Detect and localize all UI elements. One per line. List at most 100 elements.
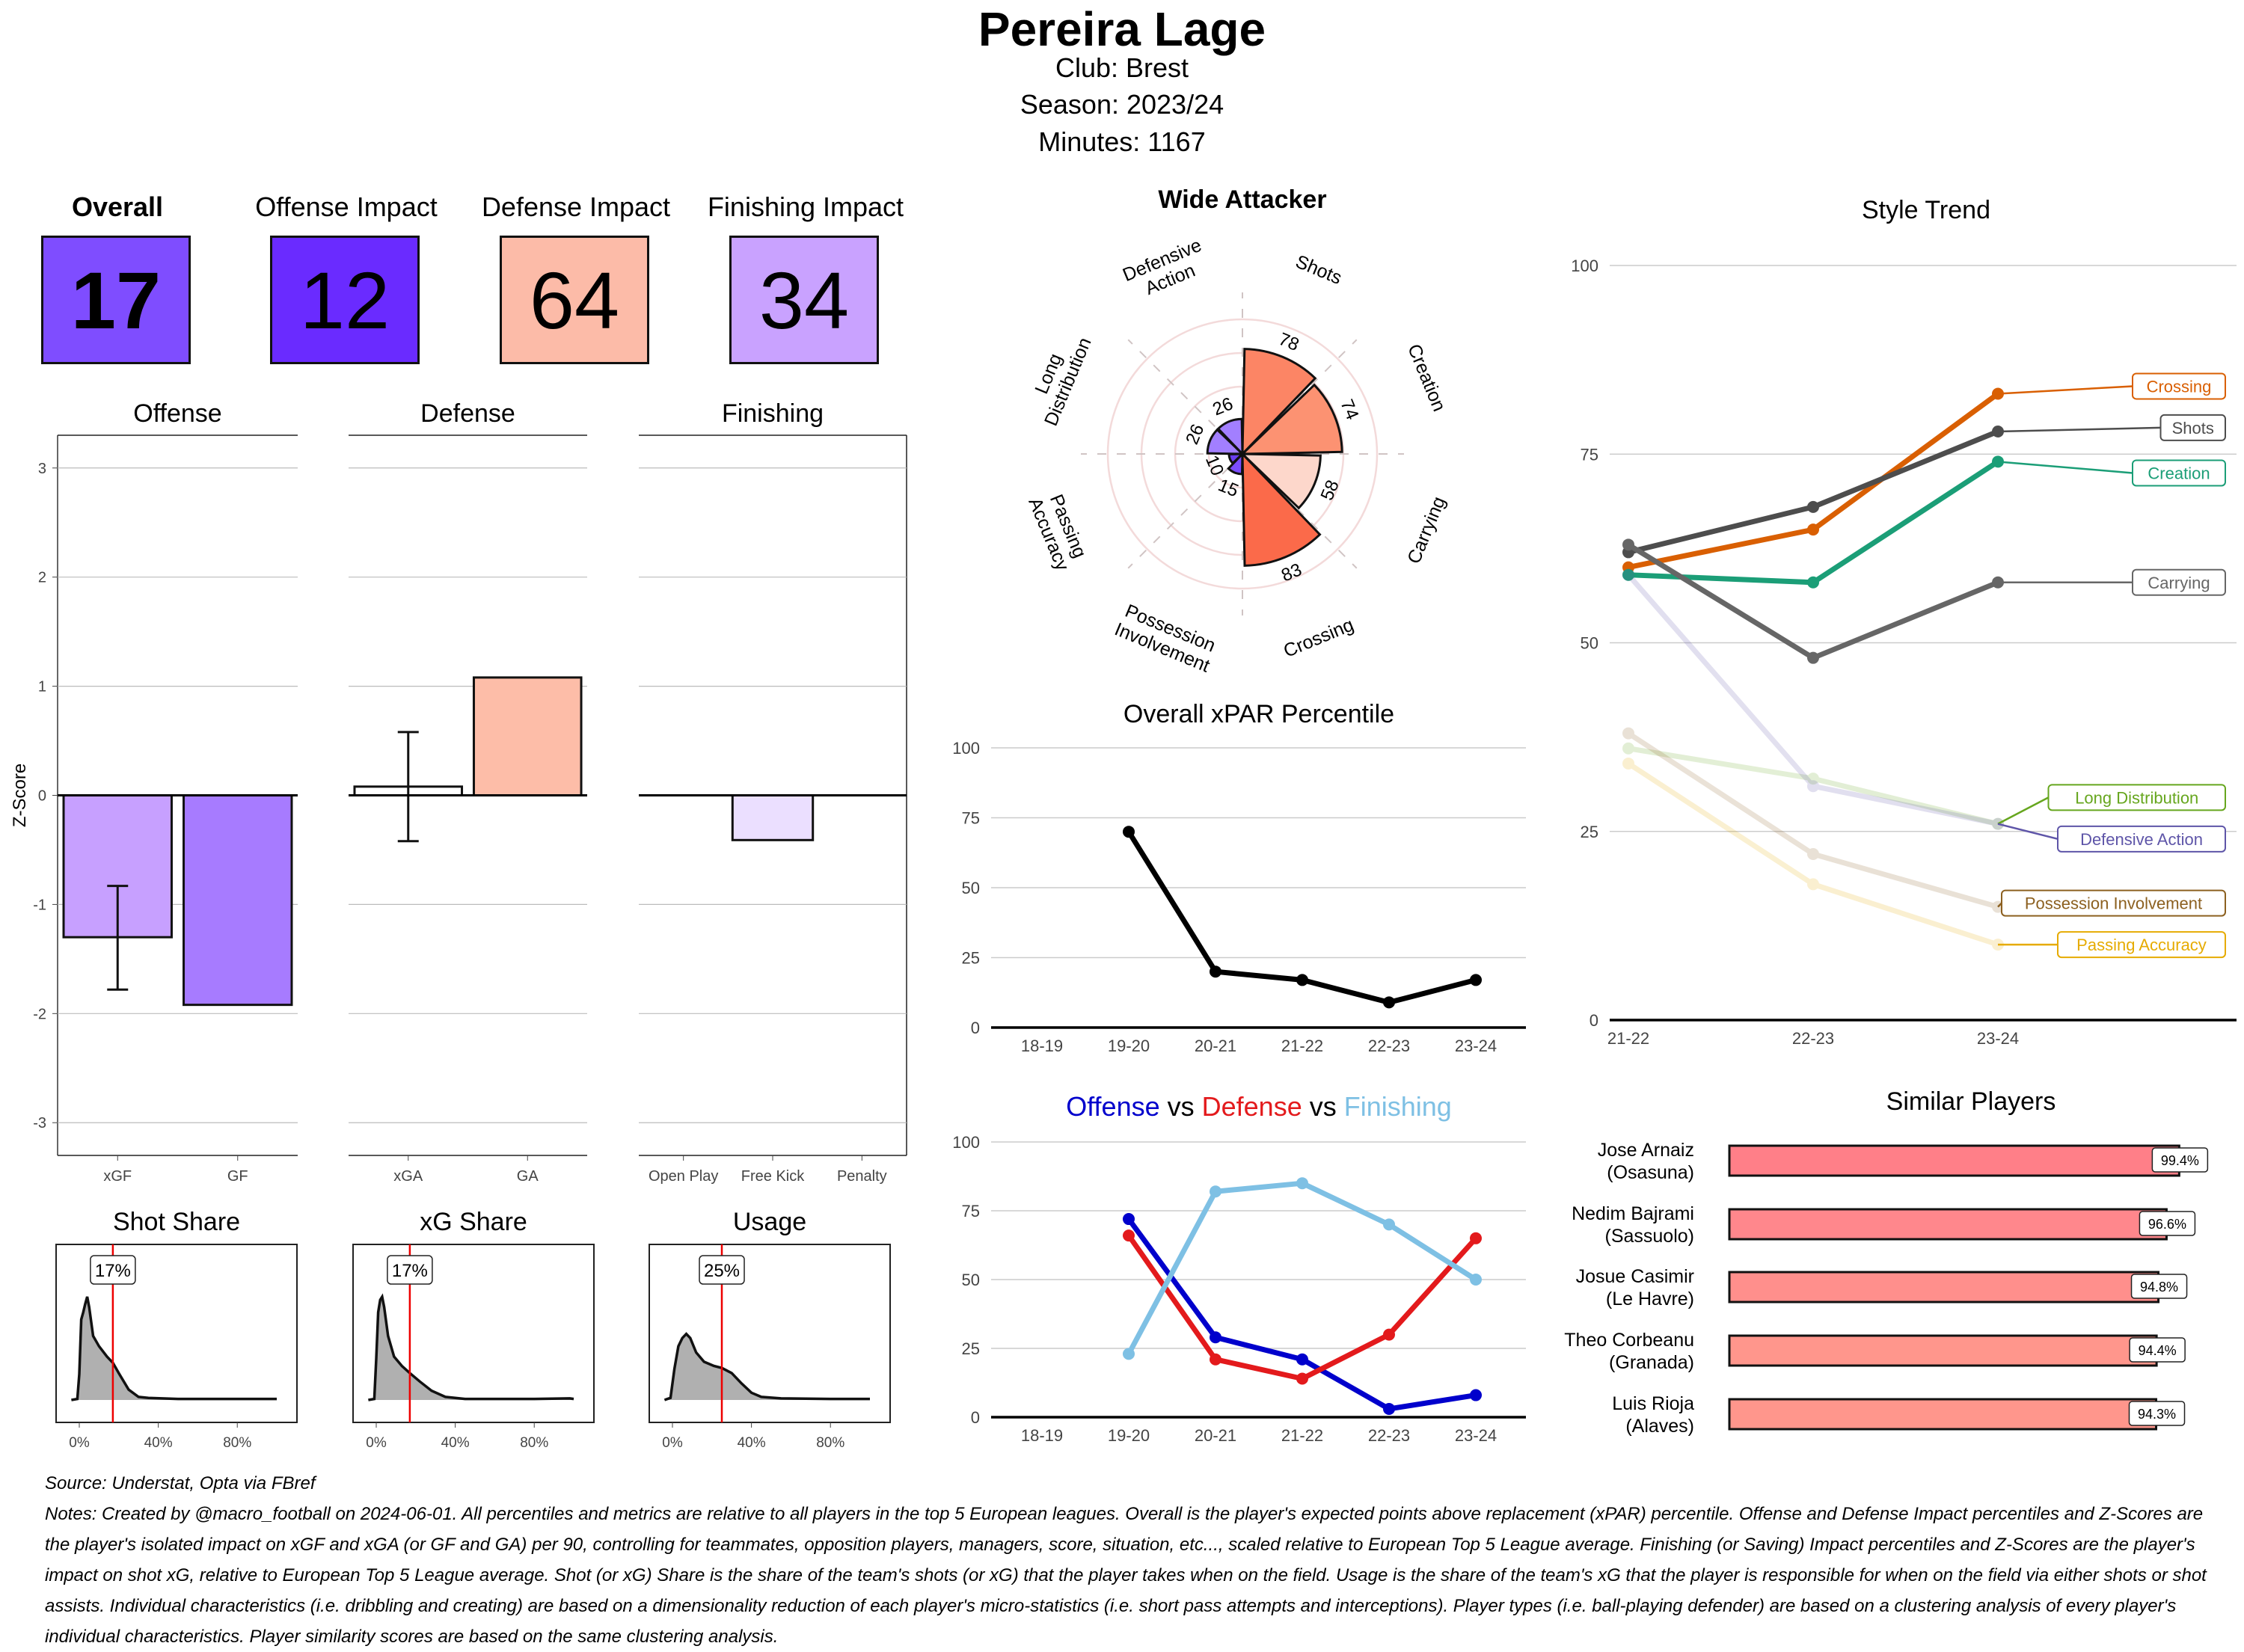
y-tick-label: 2 (38, 570, 46, 586)
x-tick-label: 19-20 (1108, 1426, 1150, 1445)
ovd-title-part: Defense (1195, 1091, 1302, 1122)
series-point (1296, 1372, 1308, 1385)
series-point (1807, 576, 1819, 589)
series-label-box (2132, 459, 2226, 487)
series-point (1383, 996, 1395, 1009)
series-label: Carrying (2148, 574, 2210, 592)
series-crossing (1622, 387, 2004, 574)
density-line (368, 1293, 574, 1401)
similar-title: Similar Players (1886, 1087, 2056, 1116)
panel-title: Finishing (722, 399, 824, 428)
x-tick-label: 22-23 (1792, 1029, 1834, 1048)
series-offense (1123, 1213, 1482, 1415)
kpi-value-defense-impact: 64 (500, 236, 649, 364)
y-tick-label: 0 (38, 788, 46, 805)
radar-category-label: PassingAccuracy (1024, 487, 1092, 574)
x-tick-label: 0% (69, 1435, 90, 1451)
x-tick-label: GA (517, 1168, 539, 1185)
radar-wedge-defensive-action (1216, 417, 1244, 457)
x-tick-label: 21-22 (1281, 1037, 1323, 1055)
ovd-title-part: Offense (1066, 1091, 1159, 1122)
y-tick-label: 3 (38, 461, 46, 477)
series-point (1807, 780, 1819, 793)
y-tick-label: 25 (1581, 823, 1598, 841)
value-label-box (2128, 1401, 2186, 1426)
series-point (1807, 878, 1819, 891)
player-name-line: (Le Havre) (1606, 1289, 1694, 1309)
marker-label: 17% (95, 1261, 131, 1281)
series-label-box (2159, 414, 2226, 441)
y-tick-label: 100 (952, 1133, 980, 1152)
ovd-title-part: vs (1302, 1091, 1337, 1122)
line-chart-ovd: 0 25 50 75 100 18-19 19-20 20-21 21-22 22-23 23-24… (952, 1091, 1526, 1445)
series-point (1296, 1177, 1308, 1190)
y-tick-label: 50 (962, 879, 980, 897)
x-tick-label: 23-24 (1977, 1029, 2019, 1048)
kpi-label-finishing-impact: Finishing Impact (707, 191, 904, 222)
series-point (1210, 1331, 1221, 1344)
x-tick-label: Open Play (649, 1168, 718, 1185)
x-tick-label: GF (227, 1168, 248, 1185)
marker-label-box (90, 1255, 136, 1285)
series-point (1470, 974, 1482, 986)
series-point (1807, 848, 1819, 861)
x-tick-label: 40% (144, 1435, 173, 1451)
series-xpar (1123, 826, 1482, 1009)
value-label-box (2139, 1211, 2196, 1236)
x-tick-label: 80% (223, 1435, 251, 1451)
panel-title: Usage (733, 1208, 806, 1236)
player-name-line: Jose Arnaiz (1598, 1140, 1694, 1161)
density-area (368, 1297, 574, 1400)
y-tick-label: 100 (1571, 257, 1598, 275)
footer-notes: Source: Understat, Opta via FBref Notes:… (45, 1468, 2229, 1652)
y-tick-label: 50 (962, 1271, 980, 1289)
series-point (1622, 568, 1634, 581)
density-area (71, 1297, 278, 1400)
series-label: Defensive Action (2080, 830, 2203, 849)
series-point (1622, 742, 1634, 755)
ovd-title: Offense vs Defense vs Finishing (1066, 1091, 1452, 1122)
ovd-title-part: Finishing (1337, 1091, 1452, 1122)
series-defense (1123, 1229, 1482, 1385)
player-name-line: (Osasuna) (1607, 1162, 1694, 1183)
radar-category-label: Creation (1403, 341, 1450, 414)
series-line (1628, 746, 1999, 827)
minutes-line: Minutes: 1167 (1038, 126, 1206, 157)
panel-title: xG Share (420, 1208, 527, 1236)
ovd-title-part: vs (1160, 1091, 1195, 1122)
player-name-line: (Granada) (1609, 1352, 1694, 1373)
y-axis-title: Z-Score (10, 764, 30, 827)
panel-title: Defense (420, 399, 515, 428)
xpar-title: Overall xPAR Percentile (1123, 700, 1394, 728)
kpi-value-finishing-impact: 34 (729, 236, 879, 364)
series-label: Long Distribution (2075, 788, 2198, 807)
y-tick-label: -1 (33, 897, 46, 913)
series-label-box (2047, 784, 2226, 811)
marker-label-box (699, 1255, 745, 1285)
value-label: 94.3% (2138, 1407, 2176, 1422)
series-creation (1622, 455, 2004, 589)
x-tick-label: 18-19 (1021, 1426, 1063, 1445)
x-tick-label: 40% (738, 1435, 766, 1451)
x-tick-label: 80% (816, 1435, 844, 1451)
player-name-line: (Alaves) (1625, 1416, 1694, 1437)
similarity-bar (1728, 1398, 2158, 1431)
label-connector (1997, 461, 2133, 474)
value-label: 94.4% (2139, 1343, 2177, 1358)
series-point (1210, 1185, 1221, 1198)
y-tick-label: 0 (971, 1408, 980, 1427)
density-line (663, 1332, 870, 1401)
series-point (1383, 1328, 1395, 1341)
y-tick-label: 25 (962, 1339, 980, 1358)
kpi-label-offense-impact: Offense Impact (255, 191, 438, 222)
y-tick-label: 75 (1581, 445, 1598, 464)
radar-category-line: Creation (1403, 341, 1450, 414)
series-long-distribution (1622, 742, 2004, 830)
label-connector (1997, 385, 2133, 395)
series-point (1123, 1348, 1135, 1360)
label-connector (1997, 426, 2161, 433)
season-line: Season: 2023/24 (1020, 89, 1224, 120)
similarity-bar (1728, 1334, 2158, 1367)
y-tick-label: 75 (962, 809, 980, 828)
radar-wedge-crossing (1241, 451, 1322, 567)
